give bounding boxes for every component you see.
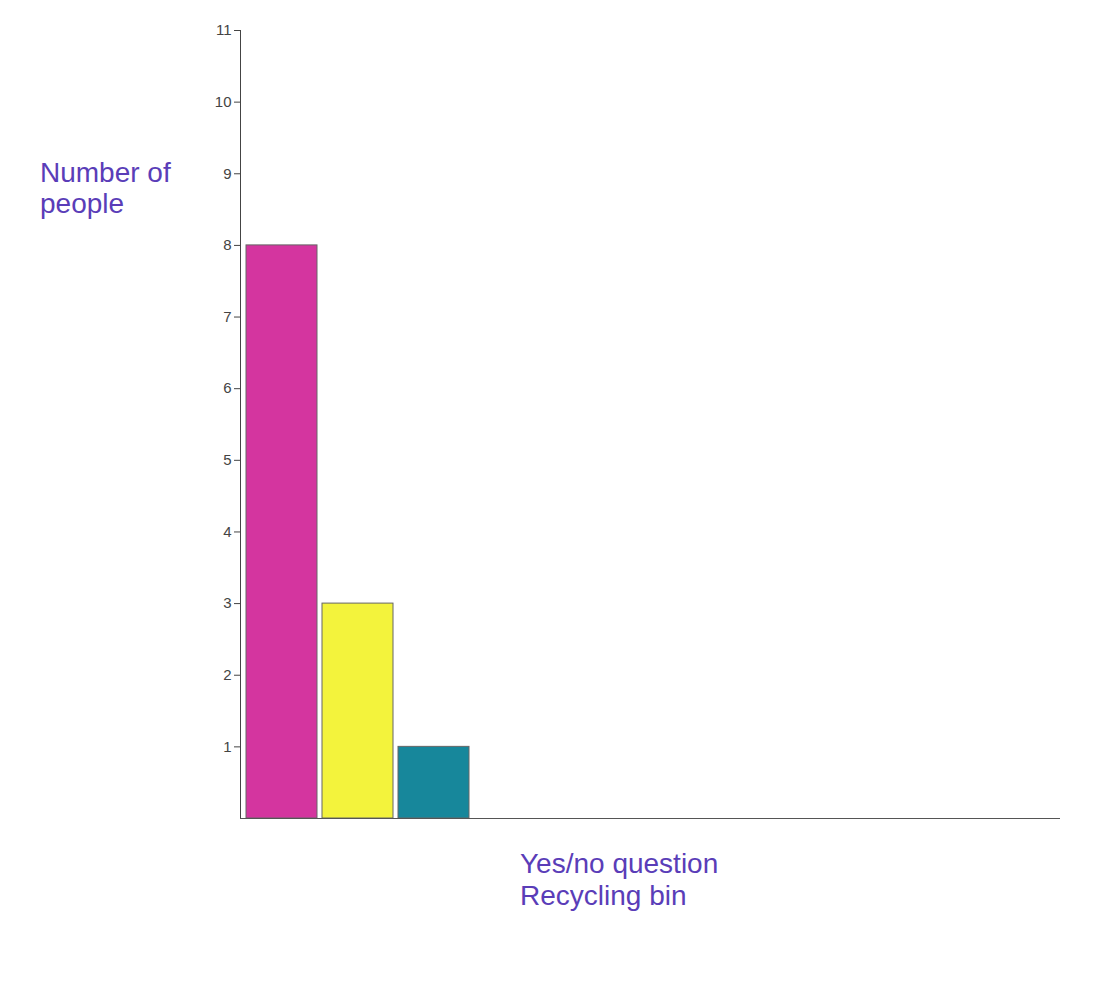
svg-text:3: 3	[223, 594, 231, 611]
svg-text:2: 2	[223, 666, 231, 683]
svg-text:5: 5	[223, 451, 231, 468]
svg-text:6: 6	[223, 379, 231, 396]
svg-text:7: 7	[223, 308, 231, 325]
html-text:Number of people: Number of people	[40, 157, 171, 219]
svg-text:1: 1	[223, 738, 231, 755]
svg-text:10: 10	[215, 93, 232, 110]
svg-text:9: 9	[223, 165, 231, 182]
html-text:Yes/no question Recycling bin: Yes/no question Recycling bin	[520, 848, 719, 912]
svg-text:8: 8	[223, 236, 231, 253]
svg-text:11: 11	[216, 21, 232, 38]
svg-text:4: 4	[223, 523, 231, 540]
